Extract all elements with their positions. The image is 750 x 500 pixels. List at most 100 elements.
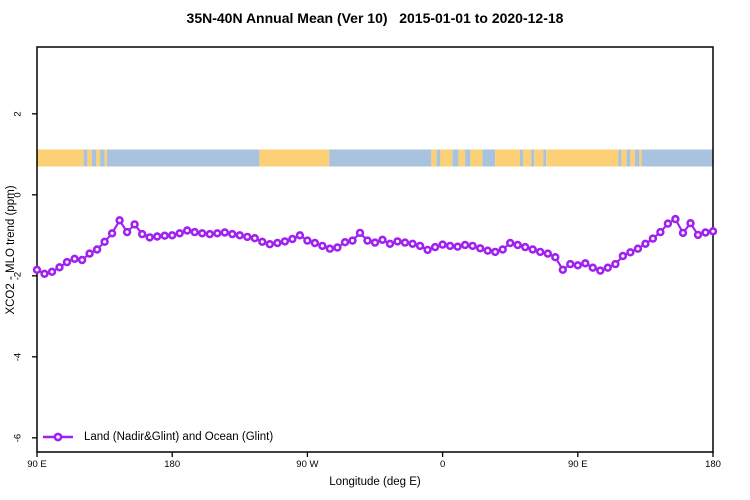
map-band-segment-ocean	[618, 149, 622, 167]
data-point-marker	[183, 226, 192, 235]
data-point-marker	[506, 238, 515, 248]
map-band-segment-land	[534, 149, 544, 167]
map-band-segment-ocean	[520, 149, 523, 167]
data-point-marker	[460, 240, 470, 250]
data-point-marker	[468, 241, 477, 251]
data-point-marker	[370, 238, 380, 247]
data-point-marker	[551, 253, 560, 262]
x-tick-label: 90 E	[27, 459, 47, 470]
map-band-segment-land	[621, 149, 627, 167]
data-point-marker	[558, 265, 567, 274]
map-band-segment-land	[523, 149, 532, 167]
map-band-segment-land	[639, 149, 642, 167]
y-tick-label: 2	[12, 111, 24, 117]
map-band-segment-ocean	[626, 149, 631, 167]
map-band-segment-land	[431, 149, 437, 167]
map-band-segment-ocean	[531, 149, 535, 167]
map-band-segment-ocean	[83, 149, 88, 167]
x-tick-label: 180	[705, 459, 721, 470]
data-point-marker	[400, 238, 410, 247]
map-band-segment-land	[630, 149, 635, 167]
data-point-marker	[70, 254, 79, 263]
data-point-marker	[175, 229, 184, 238]
data-point-marker	[408, 239, 417, 249]
data-point-marker	[520, 242, 530, 252]
data-point-marker	[205, 229, 215, 239]
data-point-marker	[40, 269, 49, 278]
data-point-marker	[363, 236, 372, 245]
data-point-marker	[333, 243, 342, 252]
data-point-marker	[115, 216, 124, 225]
data-point-marker	[445, 241, 455, 251]
data-point-marker	[693, 230, 703, 240]
data-point-marker	[62, 257, 72, 267]
data-point-marker	[581, 259, 590, 268]
map-band-segment-land	[87, 149, 92, 167]
data-point-marker	[393, 237, 402, 246]
data-point-marker	[618, 251, 628, 261]
data-point-marker	[77, 255, 87, 265]
data-point-marker	[701, 228, 710, 237]
map-band-segment-ocean	[465, 149, 471, 167]
data-point-marker	[476, 244, 485, 253]
data-point-marker	[385, 239, 395, 249]
data-point-marker	[355, 228, 365, 238]
data-point-marker	[423, 245, 432, 255]
data-point-marker	[295, 231, 305, 240]
data-point-marker	[47, 267, 57, 276]
x-tick-label: 180	[164, 459, 181, 470]
data-point-marker	[671, 214, 680, 224]
data-point-marker	[513, 240, 522, 250]
data-point-marker	[228, 229, 237, 239]
data-point-marker	[415, 241, 425, 251]
data-point-marker	[528, 245, 537, 254]
data-point-marker	[325, 244, 335, 253]
data-point-marker	[265, 240, 274, 249]
data-point-marker	[573, 261, 582, 270]
data-point-marker	[318, 241, 327, 251]
data-point-marker	[168, 231, 177, 240]
map-band-segment-ocean	[543, 149, 547, 167]
data-point-marker	[348, 236, 357, 245]
data-point-marker	[288, 234, 297, 244]
map-band-segment-land	[458, 149, 466, 167]
data-point-marker	[603, 263, 612, 272]
data-point-marker	[190, 227, 199, 237]
data-point-marker	[145, 233, 154, 242]
data-point-marker	[280, 237, 290, 246]
map-band-segment-ocean	[329, 149, 432, 167]
data-point-marker	[430, 242, 440, 252]
data-point-marker	[340, 238, 350, 247]
data-point-marker	[55, 263, 64, 272]
data-point-marker	[648, 234, 658, 243]
data-point-marker	[641, 239, 650, 249]
map-band-segment-ocean	[641, 149, 713, 167]
data-point-marker	[491, 247, 500, 257]
data-point-marker	[596, 266, 605, 275]
data-point-marker	[273, 238, 282, 248]
x-tick-label: 90 E	[568, 459, 588, 470]
data-point-marker	[220, 228, 230, 237]
data-point-marker	[566, 259, 575, 269]
data-point-marker	[198, 229, 207, 238]
map-band-segment-land	[104, 149, 107, 167]
data-point-marker	[686, 219, 695, 228]
data-point-marker	[250, 234, 260, 243]
map-band-segment-ocean	[106, 149, 260, 167]
x-tick-label: 0	[439, 459, 446, 470]
x-axis-title: Longitude (deg E)	[329, 476, 421, 488]
legend-line-marker-icon	[43, 432, 73, 442]
y-tick-label: -6	[12, 433, 24, 443]
data-point-marker	[32, 265, 42, 274]
data-point-marker	[130, 220, 139, 229]
data-point-marker	[498, 245, 507, 254]
map-band-segment-land	[37, 149, 84, 167]
data-point-marker	[453, 242, 462, 251]
chart-title: 35N-40N Annual Mean (Ver 10) 2015-01-01 …	[186, 10, 564, 26]
map-band-segment-land	[440, 149, 453, 167]
x-tick-label: 90 W	[296, 459, 319, 470]
map-band-segment-ocean	[482, 149, 496, 167]
data-point-marker	[122, 227, 132, 237]
map-band-segment-land	[495, 149, 520, 167]
